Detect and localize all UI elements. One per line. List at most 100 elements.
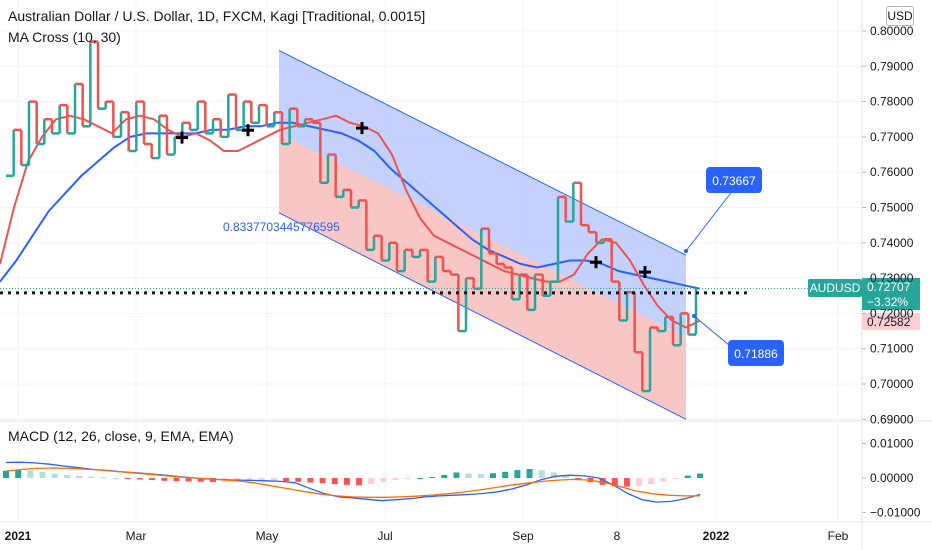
macd-tick-label: −0.01000 [870,505,921,519]
callout-top-anchor [684,249,688,253]
cross-markers [176,122,651,279]
macd-histogram-bar [611,478,618,487]
callout-bottom-anchor [692,314,696,318]
macd-histogram-bar [331,478,338,485]
macd-histogram-bar [88,476,95,478]
price-tick-label: 0.71000 [870,342,914,356]
macd-histogram-bar [636,478,643,486]
macd-histogram-bar [51,473,58,478]
macd-histogram-bar [575,478,582,479]
macd-histogram-bar [429,476,436,478]
price-tick-label: 0.76000 [870,165,914,179]
macd-histogram-bar [465,473,472,478]
last-price-text: 0.72707 [867,280,911,294]
macd-histogram-bar [490,473,497,478]
price-axis[interactable]: 0.80000 0.79000 0.78000 0.77000 0.76000 0.750… [862,24,921,519]
channel-value-label: 0.8337703445776595 [223,220,340,234]
cross-marker [242,124,254,137]
macd-histogram-bar [63,474,70,478]
time-tick-label: Sep [512,529,534,543]
annotations[interactable]: 0.73667 0.71886 AUDUSD 0.72707−3.32% 0.72582 [0,167,920,366]
macd-histogram-bar [112,478,119,479]
macd-histogram-bar [100,477,107,479]
cross-marker [590,256,602,269]
macd-legend[interactable]: MACD (12, 26, close, 9, EMA, EMA) [8,428,234,444]
last-price-box [862,278,920,310]
price-tick-label: 0.73000 [870,271,914,285]
price-tick-label: 0.72000 [870,306,914,320]
macd-histogram-bar [477,473,484,478]
last-change-text: −3.32% [867,295,908,309]
macd-histogram-bar [380,478,387,483]
price-tick-label: 0.70000 [870,377,914,391]
macd-histogram-bar [15,469,22,478]
level-price-box [862,313,920,330]
signal-line [5,467,700,498]
macd-histogram-bar [526,469,533,478]
macd-histogram-bar [295,478,302,482]
time-tick-label: Mar [126,529,147,543]
macd-histogram-bar [39,471,46,478]
cross-marker [176,131,188,144]
time-tick-label: 2021 [5,529,32,543]
macd-histogram-bar [3,470,9,478]
macd-histogram-bar [246,478,253,482]
macd-histogram-bar [173,478,180,482]
macd-tick-label: 0.01000 [870,437,914,451]
macd-histogram-bar [441,474,448,478]
macd-histogram-bar [648,478,655,485]
currency-button[interactable]: USD [886,6,914,26]
time-tick-label: May [256,529,279,543]
macd-histogram-bar [502,471,509,478]
symbol-tag-text: AUDUSD [810,281,861,295]
macd-histogram-bar [76,475,83,478]
callout-bottom-box [728,340,784,366]
price-tick-label: 0.78000 [870,95,914,109]
macd-histogram-bar [392,478,399,481]
kagi-series[interactable] [6,40,698,393]
channel-lower-line [278,212,687,420]
macd-histogram-bar [124,478,131,479]
callout-top-box [706,167,762,193]
price-tick-label: 0.77000 [870,130,914,144]
channel-upper-fill [279,50,686,338]
cross-marker [356,122,368,135]
macd-histogram-bar [27,470,34,478]
callout-bottom-text: 0.71886 [734,347,778,361]
macd-histogram-bar [149,478,156,481]
macd-histogram-bar [258,478,265,481]
time-tick-label: Feb [828,529,849,543]
macd-histogram-bar [307,478,314,483]
time-tick-label: 8 [614,529,621,543]
macd-pane [3,461,703,503]
macd-histogram-bar [343,478,350,485]
macd-histogram-bar [404,478,411,479]
macd-histogram-bar [368,478,375,485]
macd-histogram-bar [283,478,290,482]
channel-upper-line [278,49,687,256]
macd-histogram-bar [563,475,570,478]
macd-histogram-bar [356,478,363,486]
time-axis[interactable]: 2021 Mar May Jul Sep 8 2022 Feb [5,529,849,543]
cross-marker [639,266,651,279]
macd-histogram-bar [453,472,460,478]
symbol-tag-box [808,279,862,297]
macd-histogram-bar [660,478,667,482]
ma-cross-legend[interactable]: MA Cross (10, 30) [8,29,121,45]
time-tick-label: Jul [377,529,392,543]
macd-histogram-bar [672,478,679,479]
macd-histogram-bar [319,478,326,484]
macd-histogram-bar [161,478,168,481]
time-tick-label: 2022 [703,529,730,543]
macd-histogram-bar [623,478,630,487]
level-price-text: 0.72582 [867,315,911,329]
macd-tick-label: 0.00000 [870,471,914,485]
price-tick-label: 0.74000 [870,236,914,250]
macd-line [5,461,701,503]
price-tick-label: 0.79000 [870,59,914,73]
macd-histogram-bar [684,475,691,478]
macd-histogram-bar [416,478,423,479]
callout-top-text: 0.73667 [712,174,756,188]
macd-histogram-bar [599,478,606,485]
